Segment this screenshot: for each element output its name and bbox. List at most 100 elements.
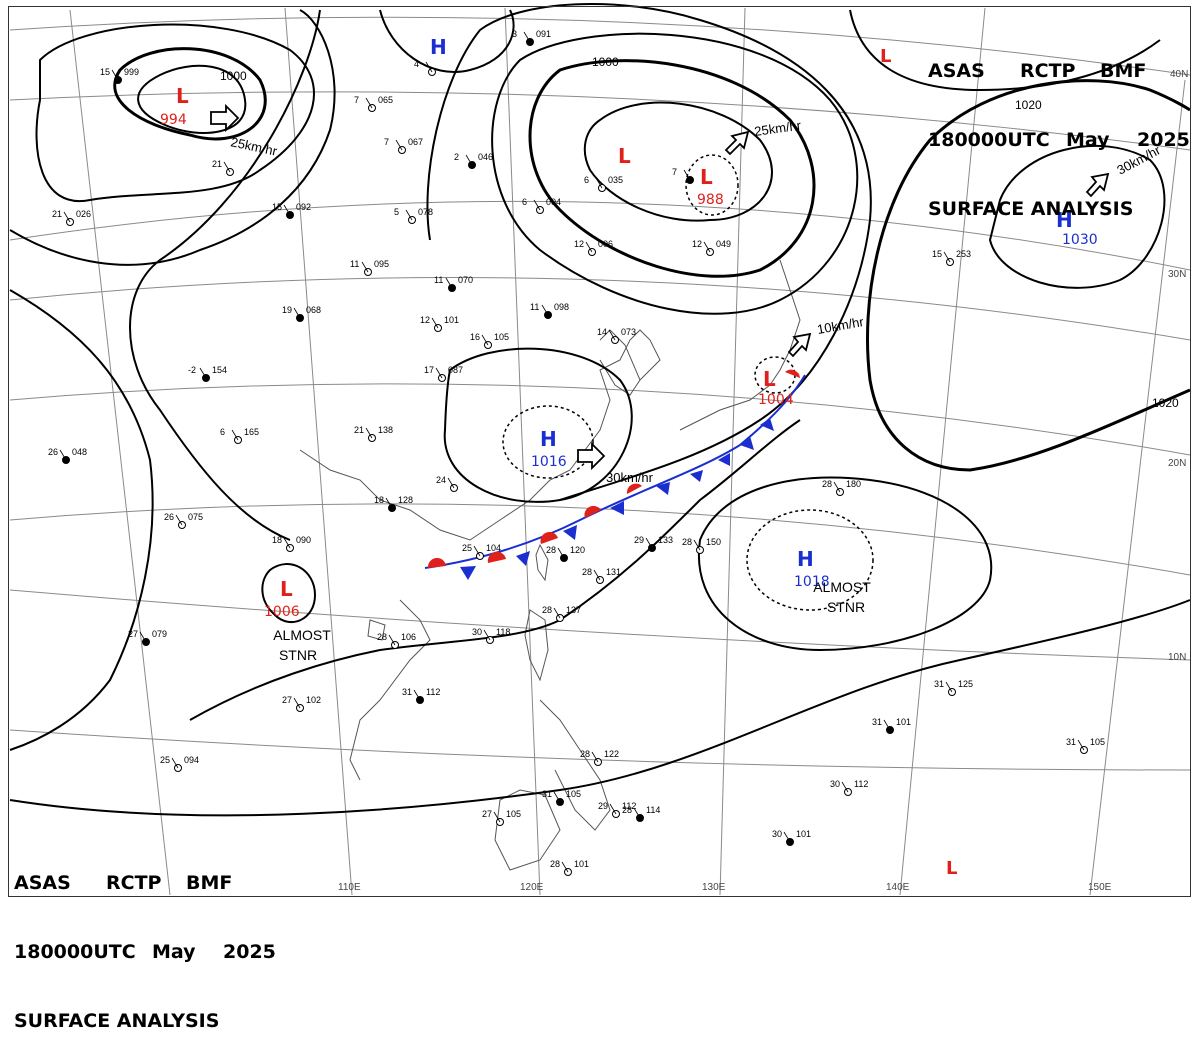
parallel-10n: [9, 589, 1191, 661]
station-plot: 25 094: [160, 755, 199, 772]
station-pressure: 004: [546, 197, 561, 207]
station-pressure: 125: [958, 679, 973, 689]
wind-barb: [783, 831, 791, 843]
china-coast: [299, 329, 661, 541]
station-pressure: 120: [570, 545, 585, 555]
station-plot: 6 004: [522, 197, 561, 214]
header-line-2: 180000UTC May 2025: [928, 129, 1190, 152]
station-plot: 28 131: [582, 567, 621, 584]
station-plot: 28 180: [822, 479, 861, 496]
station-temp: 11: [530, 302, 539, 312]
cold-front-teeth: [460, 418, 774, 580]
wind-barb: [283, 537, 291, 549]
station-plot: 28 150: [682, 537, 721, 554]
isobar-1020-ring: [988, 145, 1166, 289]
station-pressure: 067: [408, 137, 423, 147]
wind-barb: [593, 569, 601, 581]
station-temp: 5: [394, 207, 399, 217]
header-line-1: ASAS RCTP BMF: [928, 60, 1190, 83]
station-pressure: 101: [574, 859, 589, 869]
station-pressure: 065: [378, 95, 393, 105]
header-word: ASAS: [928, 60, 985, 82]
meridian-100e: [69, 9, 171, 896]
station-temp: 6: [220, 427, 225, 437]
wind-barb: [493, 811, 501, 823]
station-pressure: 105: [566, 789, 581, 799]
station-temp: 12: [574, 239, 584, 249]
wind-barb: [1077, 739, 1085, 751]
station-plot: 30 118: [472, 627, 510, 644]
isobar-988-ring: [583, 101, 773, 222]
wind-barb: [693, 539, 701, 551]
station-plot: 26 075: [164, 512, 203, 529]
wind-barb: [591, 751, 599, 763]
station-pressure: 112: [854, 779, 868, 789]
station-pressure: 137: [566, 605, 581, 615]
station-plot: 7 065: [354, 95, 393, 112]
low-symbol: L: [176, 84, 189, 108]
low-symbol: L: [700, 165, 713, 189]
lat-label: 40N: [1170, 69, 1188, 80]
station-pressure: 138: [378, 425, 393, 435]
wind-barb: [395, 139, 403, 151]
station-plot: 29 133: [634, 535, 673, 552]
wind-barb: [199, 367, 207, 379]
parallel-15n: [9, 503, 1191, 576]
station-pressure: 073: [621, 327, 636, 337]
isobar-1018-outer: [697, 476, 993, 652]
station-plot: 4: [414, 59, 436, 76]
station-pressure: 118: [496, 627, 510, 637]
wind-barb: [431, 317, 439, 329]
station-plot: 27 102: [282, 695, 321, 712]
lon-label: 120E: [520, 882, 544, 893]
station-plot: 15 092: [272, 202, 311, 219]
header-word: 180000UTC: [928, 129, 1050, 151]
stationary-front: [424, 369, 806, 580]
station-pressure: 046: [478, 152, 493, 162]
wind-barb: [541, 304, 549, 316]
station-plot: 31 112: [402, 687, 440, 704]
isobar-1000-center: [528, 59, 816, 278]
ring-1016: [502, 405, 594, 479]
wind-barb: [59, 449, 67, 461]
low-symbol: L: [763, 367, 776, 391]
station-plot: 27 105: [482, 809, 521, 826]
station-plot: 18 128: [374, 495, 413, 512]
header-word: RCTP: [1020, 60, 1076, 82]
warm-front-bumps: [427, 369, 800, 568]
station-plot: 24: [436, 475, 458, 492]
station-temp: 30: [830, 779, 840, 789]
isobar-1008-band: [426, 2, 872, 501]
meridian-140e: [899, 7, 986, 896]
station-plot: 15 253: [932, 249, 971, 266]
station-temp: 28: [682, 537, 692, 547]
wind-barb: [645, 537, 653, 549]
station-temp: 31: [402, 687, 412, 697]
wind-barb: [175, 514, 183, 526]
station-plot: 21 138: [354, 425, 393, 442]
high-pressure-value: 1030: [1062, 232, 1098, 248]
station-pressure: 068: [306, 305, 321, 315]
arrow-1004: [787, 332, 812, 358]
isobar-1020-main: [866, 79, 1191, 472]
station-pressure: 131: [606, 567, 621, 577]
station-temp: 7: [354, 95, 359, 105]
isobar-1016-ring: [443, 347, 633, 503]
isobar-labels: 1000 1000 1020 1020: [220, 55, 1179, 410]
wind-barb: [703, 241, 711, 253]
lat-label: 30N: [1168, 269, 1186, 280]
parallel-40n: [9, 16, 1191, 76]
station-plot: 19 068: [282, 305, 321, 322]
borneo-coast: [494, 789, 561, 871]
station-pressure: 165: [244, 427, 259, 437]
wind-barb: [481, 334, 489, 346]
arrow-988: [724, 130, 750, 156]
stnr-note-west: ALMOST STNR: [273, 627, 331, 663]
isobar-nw-outer: [35, 23, 315, 203]
station-pressure: 035: [608, 175, 623, 185]
station-temp: 12: [692, 239, 702, 249]
station-plot: 28 114: [622, 805, 660, 822]
station-pressure: 091: [536, 29, 551, 39]
low-pressure-value: 1004: [758, 392, 794, 408]
